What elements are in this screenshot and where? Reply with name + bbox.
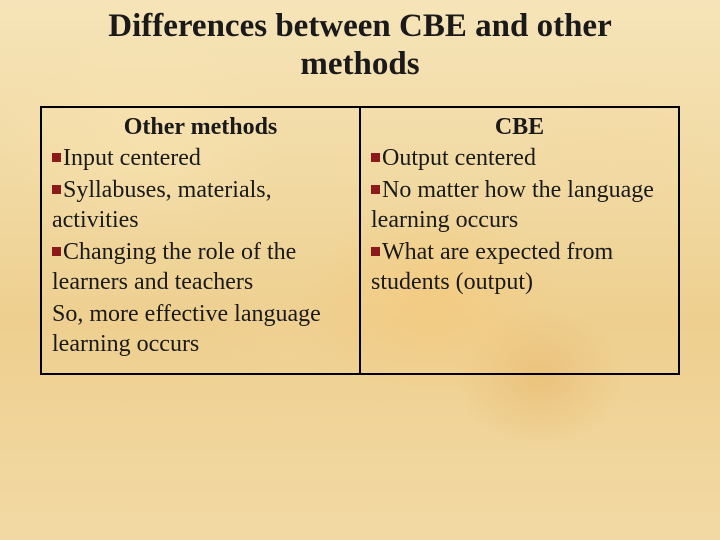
list-item: Syllabuses, materials, activities <box>52 175 349 235</box>
list-item: No matter how the language learning occu… <box>371 175 668 235</box>
item-text: Syllabuses, materials, activities <box>52 177 272 233</box>
comparison-table: Other methods Input centered Syllabuses,… <box>40 106 680 375</box>
column-header-right: CBE <box>371 114 668 141</box>
item-text: Output centered <box>382 145 536 171</box>
bullet-icon <box>52 153 61 162</box>
item-text: No matter how the language learning occu… <box>371 177 654 233</box>
bullet-icon <box>52 185 61 194</box>
slide-title: Differences between CBE and other method… <box>20 8 700 84</box>
column-note-left: So, more effective language learning occ… <box>52 299 349 359</box>
item-text: Input centered <box>63 145 201 171</box>
column-header-left: Other methods <box>52 114 349 141</box>
list-item: Output centered <box>371 143 668 173</box>
bullet-icon <box>371 247 380 256</box>
list-item: Input centered <box>52 143 349 173</box>
bullet-icon <box>371 185 380 194</box>
title-line-1: Differences between CBE and other <box>108 8 611 44</box>
slide-content: Differences between CBE and other method… <box>0 0 720 540</box>
item-text: Changing the role of the learners and te… <box>52 239 296 295</box>
bullet-icon <box>371 153 380 162</box>
column-cbe: CBE Output centered No matter how the la… <box>359 108 678 373</box>
item-text: What are expected from students (output) <box>371 239 613 295</box>
bullet-icon <box>52 247 61 256</box>
column-other-methods: Other methods Input centered Syllabuses,… <box>42 108 359 373</box>
list-item: Changing the role of the learners and te… <box>52 237 349 297</box>
title-line-2: methods <box>300 46 419 82</box>
list-item: What are expected from students (output) <box>371 237 668 297</box>
